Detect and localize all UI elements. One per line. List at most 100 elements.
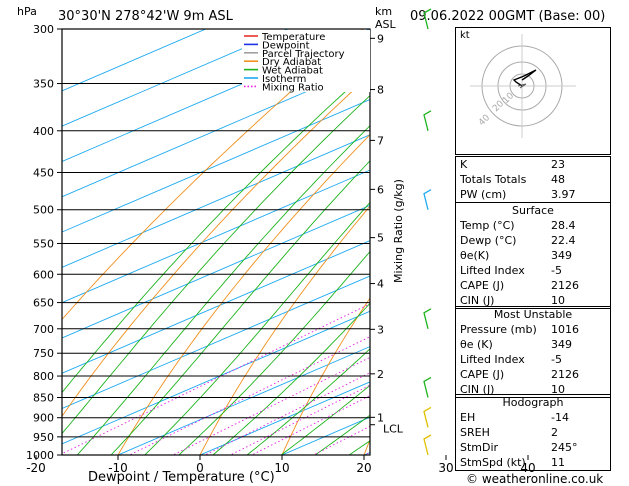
legend-label-3: Parcel Trajectory	[262, 49, 345, 60]
mu-row: CIN (J) 10	[460, 383, 565, 396]
wind-barb	[423, 376, 432, 398]
surface-row: CIN (J) 10	[460, 294, 565, 307]
isotherm-line	[62, 29, 370, 162]
isotherm-line	[62, 169, 370, 304]
temperature-label-10: 10	[274, 461, 289, 475]
hodograph-ring-label-40: 40	[477, 113, 492, 128]
isotherm-line	[62, 310, 370, 445]
isotherm-line	[62, 63, 370, 198]
surface-row: Dewp (°C) 22.4	[460, 234, 576, 247]
km-label-4: 4	[377, 278, 384, 291]
isotherm-line	[62, 134, 370, 268]
km-label-8: 8	[377, 84, 384, 97]
temperature-label--10: -10	[108, 461, 128, 475]
wind-barb	[423, 434, 432, 456]
wind-barb	[423, 189, 432, 210]
hodograph-table-title: Hodograph	[502, 396, 564, 409]
km-unit-label: km	[375, 5, 393, 18]
isotherm-line	[62, 275, 370, 410]
wet-adiabat-line	[110, 160, 370, 455]
wind-barb	[423, 110, 432, 131]
wind-barb	[423, 308, 432, 329]
hodograph-table: Hodograph EH -14 SREH 2 StmDir 245° StmSpd …	[455, 394, 611, 471]
hpa-unit-label: hPa	[17, 5, 37, 18]
datetime-title: 09.06.2022 00GMT (Base: 00)	[410, 9, 606, 24]
legend-box	[242, 30, 370, 92]
mixing-ratio-line	[62, 303, 370, 455]
temperature-label-30: 30	[438, 461, 453, 475]
copyright-footer: © weatheronline.co.uk	[466, 472, 604, 486]
index-row-totals: Totals Totals 48	[460, 173, 565, 186]
km-label-7: 7	[377, 134, 384, 147]
asl-unit-label: ASL	[375, 18, 396, 31]
km-label-5: 5	[377, 232, 384, 245]
hodo-row: StmDir 245°	[460, 441, 578, 454]
pressure-label-700: 700	[33, 323, 54, 336]
legend-label-4: Dry Adiabat	[262, 57, 321, 68]
location-title: 30°30'N 278°42'W 9m ASL	[58, 9, 233, 24]
surface-row: CAPE (J) 2126	[460, 279, 579, 292]
surface-table: Surface Temp (°C) 28.4 Dewp (°C) 22.4 θe(K…	[455, 202, 611, 309]
wet-adiabat-line	[280, 384, 370, 455]
pressure-label-850: 850	[33, 391, 54, 404]
pressure-label-650: 650	[33, 297, 54, 310]
mixing-ratio-line	[128, 336, 370, 455]
pressure-label-1000: 1000	[26, 449, 54, 462]
hodo-row: EH -14	[460, 411, 569, 424]
isotherm-line	[198, 381, 370, 455]
km-label-2: 2	[377, 368, 384, 381]
surface-row: θe(K) 349	[460, 249, 572, 262]
hodo-row: StmSpd (kt) 11	[460, 456, 565, 469]
mu-row: Lifted Index -5	[460, 353, 562, 366]
mu-row: Pressure (mb) 1016	[460, 323, 579, 336]
wind-barb	[423, 406, 432, 428]
isotherm-line	[62, 204, 370, 339]
temperature-label--20: -20	[26, 461, 46, 475]
pressure-label-950: 950	[33, 431, 54, 444]
wet-adiabat-line	[314, 414, 370, 455]
mu-row: CAPE (J) 2126	[460, 368, 579, 381]
legend-label-2: Dewpoint	[262, 40, 310, 51]
pressure-label-900: 900	[33, 412, 54, 425]
hodo-row: SREH 2	[460, 426, 558, 439]
index-row-k: K 23	[460, 158, 565, 171]
km-label-6: 6	[377, 183, 384, 196]
mixing-ratio-line	[172, 356, 370, 455]
hodograph-unit-label: kt	[460, 30, 470, 41]
dry-adiabat-line	[62, 74, 370, 418]
wet-adiabat-line	[62, 68, 370, 394]
wind-barb	[423, 8, 432, 30]
legend-label-5: Wet Adiabat	[262, 66, 323, 77]
x-axis-label: Dewpoint / Temperature (°C)	[88, 470, 275, 485]
km-label-9: 9	[377, 32, 384, 45]
km-label-1: 1	[377, 411, 384, 424]
surface-title: Surface	[512, 204, 554, 217]
pressure-label-300: 300	[33, 23, 54, 36]
dry-adiabat-line	[281, 297, 370, 455]
dry-adiabat-line	[117, 134, 370, 455]
wet-adiabat-line	[246, 348, 370, 455]
wet-adiabat-line	[212, 302, 370, 455]
surface-row: Temp (°C) 28.4	[460, 219, 576, 232]
isotherm-line	[62, 29, 289, 127]
hodograph-panel: kt 10 20 40	[455, 27, 611, 155]
wet-adiabat-line	[144, 201, 370, 455]
temperature-label-0: 0	[196, 461, 204, 475]
temperature-label-20: 20	[356, 461, 371, 475]
pressure-label-750: 750	[33, 347, 54, 360]
hodograph-trace	[512, 69, 537, 87]
legend-label-6: Isotherm	[262, 74, 306, 85]
pressure-label-400: 400	[33, 125, 54, 138]
isotherm-line	[116, 346, 370, 455]
most-unstable-title: Most Unstable	[493, 308, 573, 321]
mixing-ratio-axis-label: Mixing Ratio (g/kg)	[392, 179, 405, 283]
wet-adiabat-line	[178, 250, 370, 455]
index-row-pw: PW (cm) 3.97	[460, 188, 576, 201]
dry-adiabat-line	[199, 205, 370, 455]
legend-label-7: Mixing Ratio	[262, 82, 324, 93]
surface-row: Lifted Index -5	[460, 264, 562, 277]
pressure-label-550: 550	[33, 237, 54, 250]
indices-table: K 23 Totals Totals 48 PW (cm) 3.97	[455, 156, 611, 203]
pressure-label-350: 350	[33, 78, 54, 91]
lcl-label: LCL	[383, 423, 404, 436]
